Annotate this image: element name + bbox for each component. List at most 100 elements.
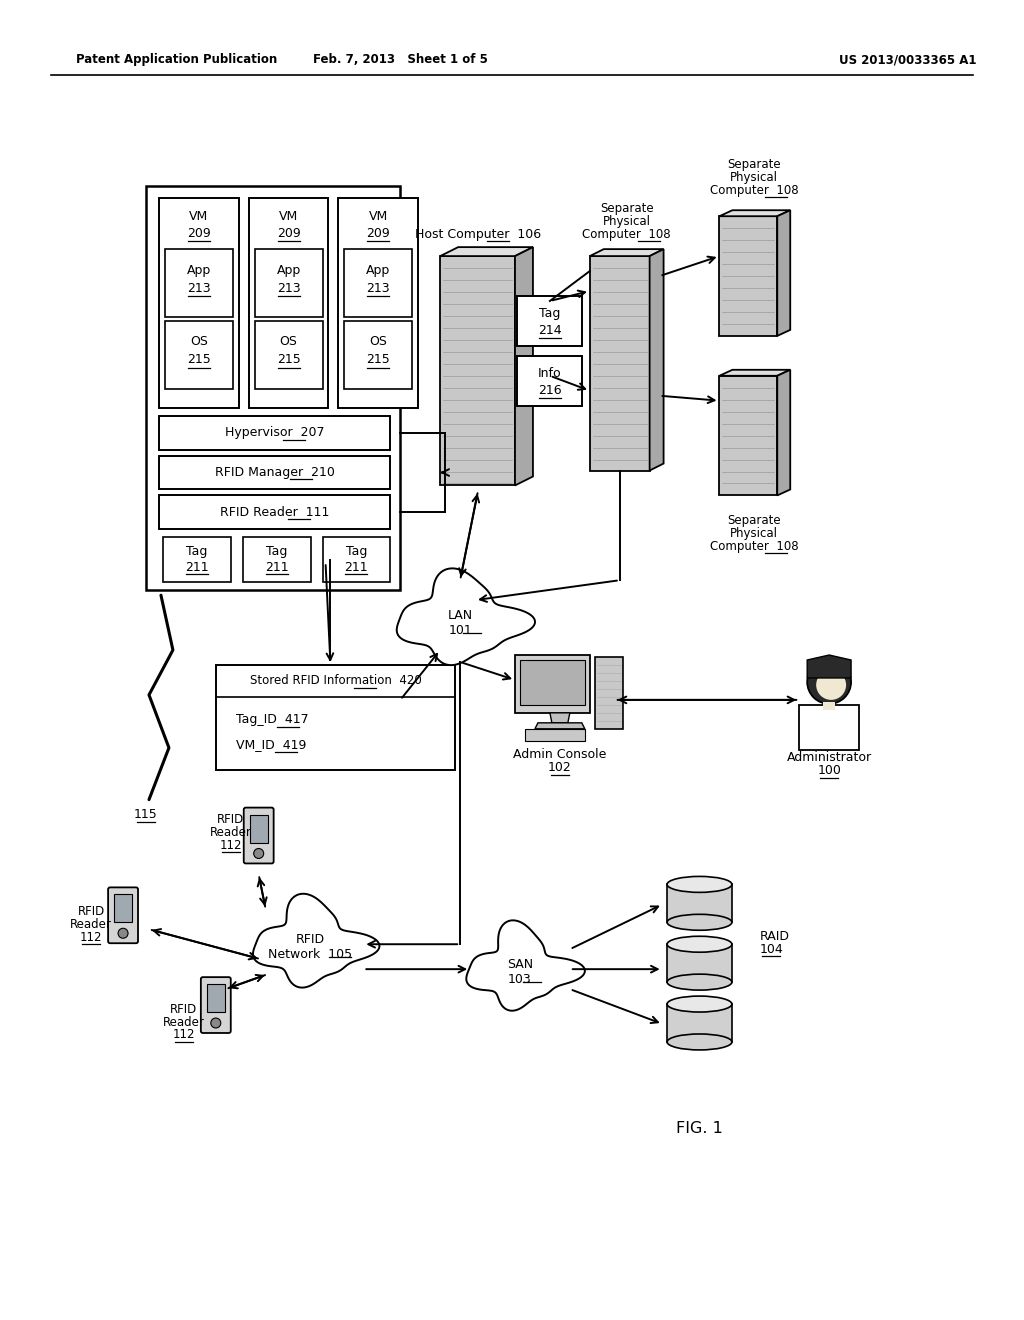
Bar	[163, 537, 230, 582]
Bar	[255, 321, 323, 388]
Text: 215: 215	[367, 354, 390, 367]
Polygon shape	[720, 370, 791, 376]
Polygon shape	[466, 920, 585, 1011]
Bar	[165, 249, 232, 317]
Ellipse shape	[667, 997, 732, 1012]
Text: Tag: Tag	[186, 545, 208, 558]
FancyBboxPatch shape	[244, 808, 273, 863]
Text: RFID Reader  111: RFID Reader 111	[220, 506, 330, 519]
Text: RAID: RAID	[760, 929, 790, 942]
Text: 112: 112	[219, 840, 242, 851]
Text: 112: 112	[80, 931, 102, 944]
Text: VM: VM	[369, 210, 388, 223]
Polygon shape	[720, 210, 791, 216]
Text: Physical: Physical	[730, 170, 778, 183]
Bar	[255, 249, 323, 317]
Bar	[146, 186, 400, 590]
Text: App: App	[186, 264, 211, 277]
Ellipse shape	[667, 1034, 732, 1049]
Text: Tag: Tag	[266, 545, 288, 558]
Text: Computer  108: Computer 108	[583, 227, 671, 240]
Text: OS: OS	[370, 335, 387, 348]
Bar	[823, 702, 836, 710]
Text: 209: 209	[187, 227, 211, 240]
FancyBboxPatch shape	[109, 887, 138, 944]
Polygon shape	[777, 210, 791, 335]
Text: 209: 209	[276, 227, 300, 240]
Polygon shape	[667, 884, 732, 923]
Circle shape	[118, 928, 128, 939]
Text: Separate: Separate	[600, 202, 653, 215]
Text: LAN: LAN	[447, 609, 473, 622]
Ellipse shape	[667, 936, 732, 952]
Text: OS: OS	[280, 335, 298, 348]
Polygon shape	[440, 247, 532, 256]
Bar	[515, 655, 590, 713]
Text: OS: OS	[189, 335, 208, 348]
Text: RFID: RFID	[217, 813, 245, 826]
Polygon shape	[550, 713, 569, 723]
Text: 216: 216	[538, 384, 562, 397]
Text: Admin Console: Admin Console	[513, 748, 606, 762]
Text: 115: 115	[134, 808, 158, 821]
Text: 211: 211	[185, 561, 209, 574]
Bar	[159, 416, 390, 450]
Text: Reader: Reader	[210, 826, 252, 840]
Text: VM: VM	[279, 210, 298, 223]
Text: Computer  108: Computer 108	[710, 183, 799, 197]
Text: 103: 103	[508, 973, 531, 986]
Polygon shape	[667, 944, 732, 982]
Text: Physical: Physical	[730, 527, 778, 540]
Ellipse shape	[667, 974, 732, 990]
Bar	[520, 660, 585, 705]
Text: 214: 214	[538, 325, 562, 338]
Polygon shape	[720, 376, 777, 495]
Polygon shape	[515, 247, 532, 486]
Text: Feb. 7, 2013   Sheet 1 of 5: Feb. 7, 2013 Sheet 1 of 5	[313, 53, 487, 66]
Circle shape	[816, 671, 846, 700]
Bar	[165, 321, 232, 388]
Text: App: App	[276, 264, 301, 277]
Text: 215: 215	[187, 354, 211, 367]
Polygon shape	[807, 655, 851, 678]
Text: Tag: Tag	[540, 308, 560, 321]
Text: 211: 211	[345, 561, 369, 574]
Polygon shape	[440, 256, 515, 486]
Text: RFID: RFID	[296, 933, 325, 945]
Bar	[114, 895, 132, 923]
Text: App: App	[367, 264, 390, 277]
Text: FIG. 1: FIG. 1	[676, 1121, 723, 1137]
Polygon shape	[253, 894, 380, 987]
Bar	[344, 249, 413, 317]
Text: RFID: RFID	[170, 1003, 198, 1015]
Text: 211: 211	[265, 561, 289, 574]
Polygon shape	[799, 705, 859, 750]
Bar	[250, 814, 267, 842]
Text: Patent Application Publication: Patent Application Publication	[76, 53, 278, 66]
Polygon shape	[590, 256, 649, 470]
Text: 104: 104	[760, 942, 783, 956]
Text: 215: 215	[276, 354, 300, 367]
Text: 102: 102	[548, 762, 571, 775]
Text: Reader: Reader	[71, 917, 112, 931]
Bar	[216, 665, 455, 770]
Ellipse shape	[667, 876, 732, 892]
Bar	[339, 198, 418, 408]
Text: Hypervisor  207: Hypervisor 207	[225, 426, 325, 440]
Bar	[517, 356, 582, 405]
Polygon shape	[535, 723, 585, 729]
Polygon shape	[590, 249, 664, 256]
Polygon shape	[667, 1005, 732, 1041]
Text: Tag_ID  417: Tag_ID 417	[236, 713, 308, 726]
Bar	[249, 198, 329, 408]
Text: 209: 209	[367, 227, 390, 240]
Bar	[323, 537, 390, 582]
Text: Administrator: Administrator	[786, 751, 871, 764]
Text: Info: Info	[538, 367, 562, 380]
Polygon shape	[649, 249, 664, 470]
Polygon shape	[396, 569, 535, 665]
Bar	[159, 495, 390, 529]
Text: Computer  108: Computer 108	[710, 540, 799, 553]
Text: 213: 213	[187, 281, 211, 294]
Text: VM: VM	[189, 210, 209, 223]
